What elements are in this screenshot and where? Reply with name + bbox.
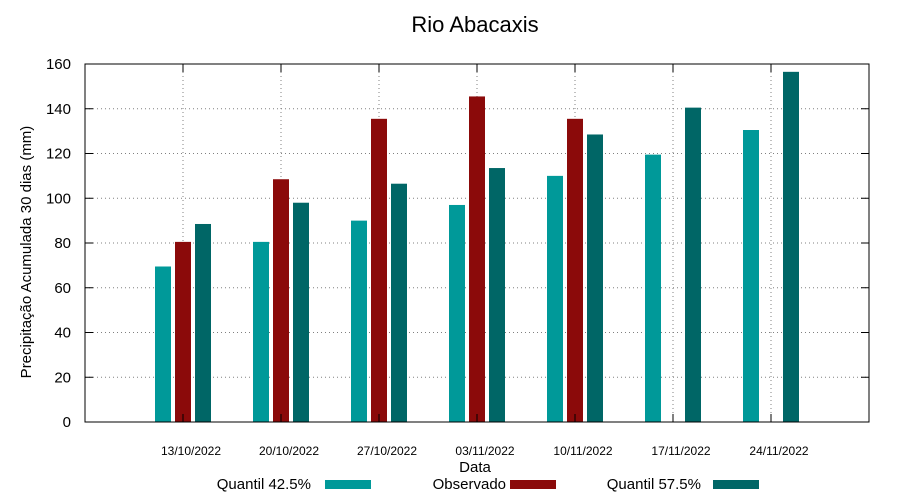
legend-label: Quantil 57.5% bbox=[607, 476, 701, 493]
y-tick-label: 80 bbox=[54, 235, 71, 252]
y-tick-label: 20 bbox=[54, 369, 71, 386]
x-tick-label: 27/10/2022 bbox=[357, 444, 417, 458]
y-axis: 0 20 40 60 80 100 120 140 160 bbox=[46, 56, 869, 431]
x-tick-label: 17/11/2022 bbox=[651, 444, 710, 458]
y-tick-label: 160 bbox=[46, 56, 71, 73]
bar-quantil-57-5- bbox=[391, 183, 407, 422]
bar-observado bbox=[273, 179, 289, 422]
legend-swatch bbox=[510, 480, 556, 489]
legend-swatch bbox=[325, 480, 371, 489]
bar-quantil-42-5- bbox=[155, 266, 171, 422]
bar-quantil-57-5- bbox=[685, 107, 701, 422]
bar-observado bbox=[567, 118, 583, 422]
legend-label: Quantil 42.5% bbox=[217, 476, 311, 493]
bar-quantil-42-5- bbox=[645, 154, 661, 422]
bar-quantil-42-5- bbox=[449, 204, 465, 422]
bar-observado bbox=[175, 241, 191, 422]
x-tick-label: 20/10/2022 bbox=[259, 444, 319, 458]
y-tick-label: 0 bbox=[63, 414, 71, 431]
legend-swatch bbox=[713, 480, 759, 489]
y-tick-label: 100 bbox=[46, 190, 71, 207]
x-tick-label: 24/11/2022 bbox=[749, 444, 808, 458]
y-tick-label: 60 bbox=[54, 280, 71, 297]
y-axis-label: Precipitação Acumulada 30 dias (mm) bbox=[18, 126, 35, 379]
y-tick-label: 40 bbox=[54, 325, 71, 342]
bar-quantil-57-5- bbox=[783, 71, 799, 423]
x-tick-label: 13/10/2022 bbox=[161, 444, 221, 458]
legend-label: Observado bbox=[433, 476, 506, 493]
bars bbox=[155, 71, 799, 423]
x-tick-label: 03/11/2022 bbox=[455, 444, 514, 458]
y-tick-label: 120 bbox=[46, 146, 71, 163]
bar-quantil-57-5- bbox=[587, 134, 603, 422]
bar-quantil-42-5- bbox=[253, 241, 269, 422]
bar-quantil-42-5- bbox=[743, 130, 759, 422]
bar-observado bbox=[469, 96, 485, 422]
legend: Quantil 42.5% Observado Quantil 57.5% bbox=[217, 476, 759, 493]
x-axis-label: Data bbox=[459, 459, 491, 476]
bar-quantil-42-5- bbox=[547, 175, 563, 422]
bar-quantil-57-5- bbox=[195, 223, 211, 422]
bar-observado bbox=[371, 118, 387, 422]
y-tick-label: 140 bbox=[46, 101, 71, 118]
bar-quantil-57-5- bbox=[293, 202, 309, 422]
x-tick-label: 10/11/2022 bbox=[553, 444, 612, 458]
bar-quantil-57-5- bbox=[489, 168, 505, 422]
bar-quantil-42-5- bbox=[351, 220, 367, 422]
chart-title: Rio Abacaxis bbox=[411, 12, 538, 37]
x-axis: 13/10/2022 20/10/2022 27/10/2022 03/11/2022… bbox=[161, 64, 809, 458]
